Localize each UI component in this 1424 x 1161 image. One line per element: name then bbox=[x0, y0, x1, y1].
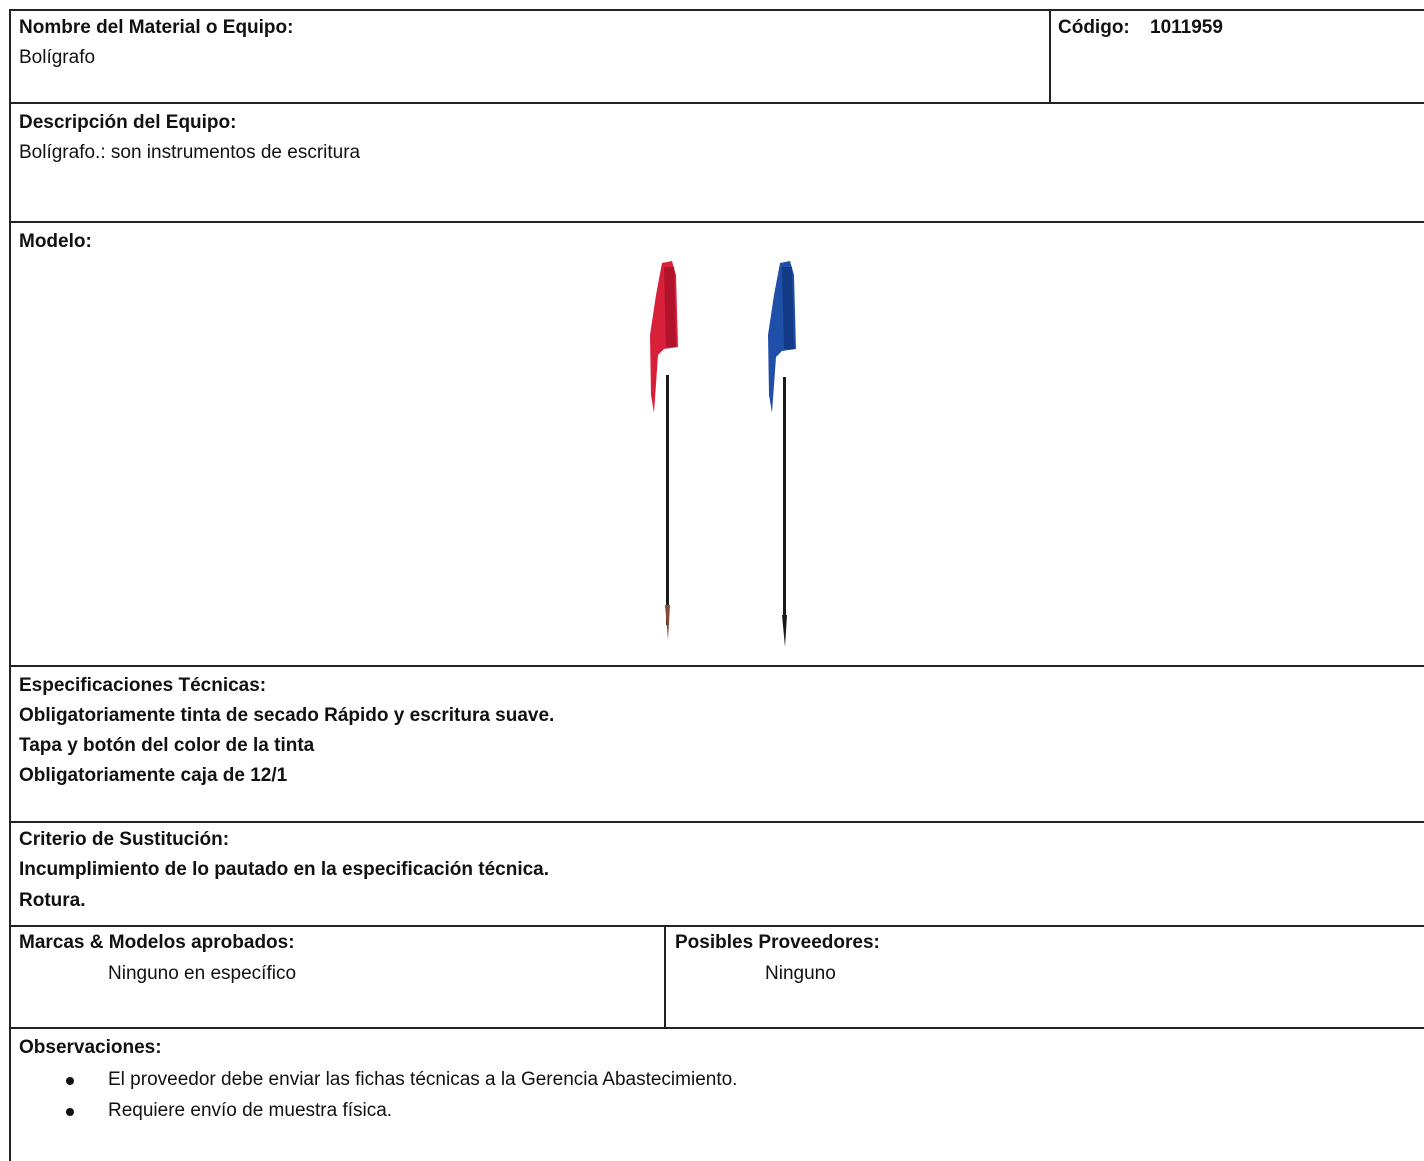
field-label: Criterio de Sustitución: bbox=[19, 829, 230, 850]
field-label: Marcas & Modelos aprobados: bbox=[19, 932, 295, 953]
border bbox=[10, 821, 1424, 823]
border bbox=[10, 1027, 1424, 1029]
field-label: Código: bbox=[1058, 17, 1130, 38]
border bbox=[10, 102, 1424, 104]
field-value: Bolígrafo.: son instrumentos de escritur… bbox=[19, 142, 361, 163]
criterio-line: Rotura. bbox=[19, 890, 86, 911]
field-label: Posibles Proveedores: bbox=[675, 932, 880, 953]
bullet bbox=[66, 1108, 74, 1116]
pens-image bbox=[650, 261, 796, 647]
field-label: Descripción del Equipo: bbox=[19, 112, 237, 133]
red-pen bbox=[650, 261, 678, 640]
border bbox=[10, 925, 1424, 927]
observation-item: Requiere envío de muestra física. bbox=[108, 1100, 393, 1121]
border bbox=[10, 221, 1424, 223]
field-label: Observaciones: bbox=[19, 1037, 162, 1058]
field-value: Bolígrafo bbox=[19, 47, 96, 68]
observation-item: El proveedor debe enviar las fichas técn… bbox=[108, 1069, 738, 1090]
border bbox=[10, 665, 1424, 667]
field-value: 1011959 bbox=[1150, 17, 1223, 38]
spec-line: Obligatoriamente tinta de secado Rápido … bbox=[19, 705, 555, 726]
field-value: Ninguno en específico bbox=[108, 963, 297, 984]
field-label: Nombre del Material o Equipo: bbox=[19, 17, 294, 38]
spec-line: Obligatoriamente caja de 12/1 bbox=[19, 765, 288, 786]
border bbox=[10, 9, 1424, 11]
spec-line: Tapa y botón del color de la tinta bbox=[19, 735, 315, 756]
bullet bbox=[66, 1077, 74, 1085]
field-label: Especificaciones Técnicas: bbox=[19, 675, 267, 696]
field-value: Ninguno bbox=[765, 963, 836, 984]
border bbox=[1049, 9, 1051, 103]
criterio-line: Incumplimiento de lo pautado en la espec… bbox=[19, 859, 550, 880]
blue-pen bbox=[768, 261, 796, 647]
border bbox=[664, 925, 666, 1028]
border bbox=[9, 9, 11, 1161]
field-label: Modelo: bbox=[19, 231, 92, 252]
